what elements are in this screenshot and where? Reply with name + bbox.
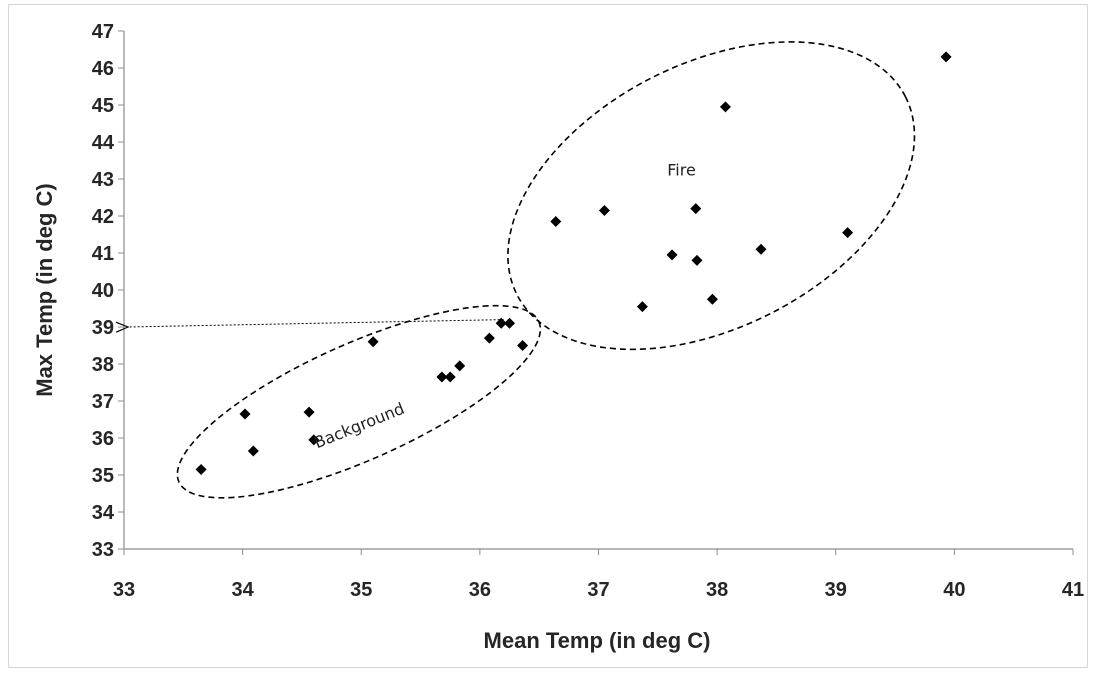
y-tick-label: 41 [92,243,114,265]
y-tick-labels: 33 34 35 36 37 38 39 40 41 42 43 44 45 46 47 [92,21,115,561]
x-axis-title: Mean Temp (in deg C) [484,628,711,653]
data-point [308,434,320,446]
data-point [636,301,648,313]
data-point [436,371,448,383]
data-point [483,332,495,344]
data-point [454,360,466,372]
background-label: Background [311,399,407,452]
fire-label: Fire [667,160,696,179]
data-point [444,371,456,383]
x-tick-label: 37 [587,579,609,601]
data-point [666,249,678,261]
y-tick-label: 38 [92,354,114,376]
y-tick-label: 33 [92,539,114,561]
x-tick-label: 41 [1062,579,1084,601]
data-point [517,340,529,351]
y-tick-label: 45 [92,95,114,117]
x-tick-labels: 33 34 35 36 37 38 39 40 41 [113,579,1084,601]
data-point [690,203,702,215]
threshold-arrow [128,319,504,327]
y-tick-label: 47 [92,21,114,43]
y-tick-label: 44 [92,132,115,154]
data-point [303,406,315,418]
y-tick-label: 40 [92,280,114,302]
data-point [495,317,507,329]
data-point [940,51,952,63]
data-point [755,243,767,255]
data-point [504,317,516,329]
cluster-outlines [128,41,916,499]
x-tick-label: 38 [706,579,728,601]
data-point [367,336,379,348]
x-tick-label: 35 [350,579,372,601]
x-tick-label: 33 [113,579,135,601]
x-tick-label: 34 [232,579,255,601]
fire-cluster-outline [507,41,916,351]
y-tick-label: 42 [92,206,114,228]
x-tick-label: 36 [469,579,491,601]
data-points [195,51,952,475]
y-tick-label: 35 [92,465,114,487]
x-tick-label: 39 [825,579,847,601]
data-point [550,216,562,228]
data-point [195,463,207,475]
y-tick-label: 39 [92,317,114,339]
y-tick-label: 34 [92,502,115,524]
data-point [719,101,731,113]
axes [118,30,1074,555]
data-point [842,227,854,239]
data-point [239,408,251,420]
x-tick-label: 40 [943,579,965,601]
chart-frame [8,4,1088,668]
y-tick-label: 36 [92,428,114,450]
data-point [691,254,703,266]
data-point [247,445,259,457]
y-tick-label: 37 [92,391,114,413]
y-tick-label: 43 [92,169,114,191]
y-axis-title: Max Temp (in deg C) [32,183,57,397]
background-cluster-outline [176,304,542,499]
data-point [706,293,718,305]
y-tick-label: 46 [92,58,114,80]
data-point [598,204,610,216]
